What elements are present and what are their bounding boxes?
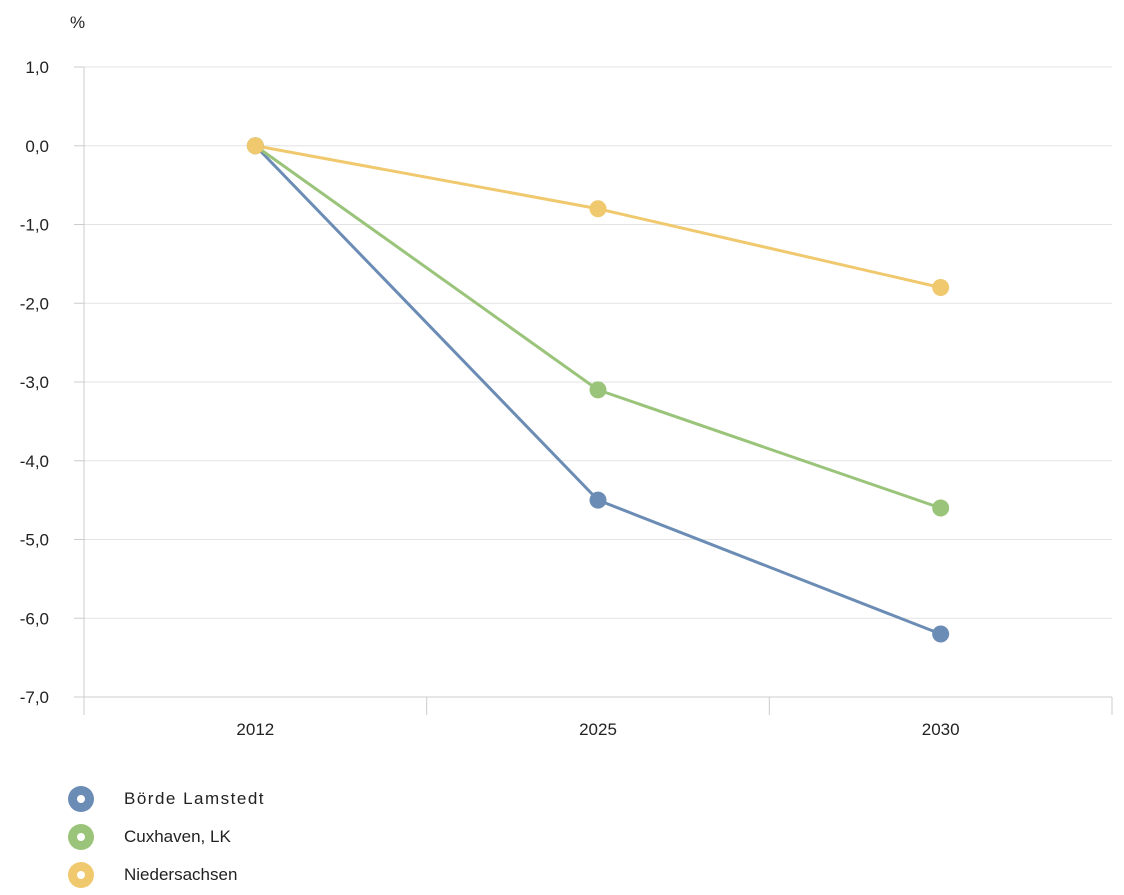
legend-marker-icon [68,862,94,888]
x-tick-label: 2030 [922,720,960,739]
legend-label: Niedersachsen [124,865,238,884]
data-point[interactable] [932,279,950,296]
y-tick-label: -3,0 [20,373,49,392]
y-axis-tick-labels: 1,0 0,0 -1,0 -2,0 -3,0 -4,0 -5,0 -6,0 -7,0 [20,58,49,707]
y-tick-label: -5,0 [20,531,49,550]
data-series [246,137,950,643]
legend-item-boerde-lamstedt[interactable]: Börde Lamstedt [68,780,265,818]
y-tick-label: 0,0 [25,137,49,156]
data-point[interactable] [932,625,950,643]
legend: Börde Lamstedt Cuxhaven, LK Niedersachse… [68,780,265,894]
y-tick-label: -6,0 [20,609,49,628]
legend-label: Börde Lamstedt [124,789,266,808]
data-point[interactable] [932,499,950,517]
data-point[interactable] [589,491,607,509]
axes [74,66,1113,715]
y-tick-label: -7,0 [20,688,49,707]
data-point[interactable] [246,137,264,155]
y-tick-label: 1,0 [25,58,49,77]
legend-marker-icon [68,824,94,850]
legend-item-niedersachsen[interactable]: Niedersachsen [68,856,265,894]
legend-label: Cuxhaven, LK [124,827,231,846]
data-point[interactable] [589,200,607,218]
line-chart: % 1,0 0,0 -1,0 -2,0 -3,0 -4,0 -5,0 -6,0 -7,0 201… [20,13,1113,739]
series-line [254,144,942,510]
y-tick-label: -1,0 [20,216,49,235]
y-axis-unit-label: % [70,13,85,32]
legend-marker-icon [68,786,94,812]
gridlines [84,66,1112,619]
x-axis-tick-labels: 2012 2025 2030 [236,720,959,739]
x-tick-label: 2025 [579,720,617,739]
y-tick-label: -4,0 [20,452,49,471]
data-point[interactable] [589,381,607,399]
y-tick-label: -2,0 [20,294,49,313]
x-tick-label: 2012 [236,720,274,739]
legend-item-cuxhaven-lk[interactable]: Cuxhaven, LK [68,818,265,856]
